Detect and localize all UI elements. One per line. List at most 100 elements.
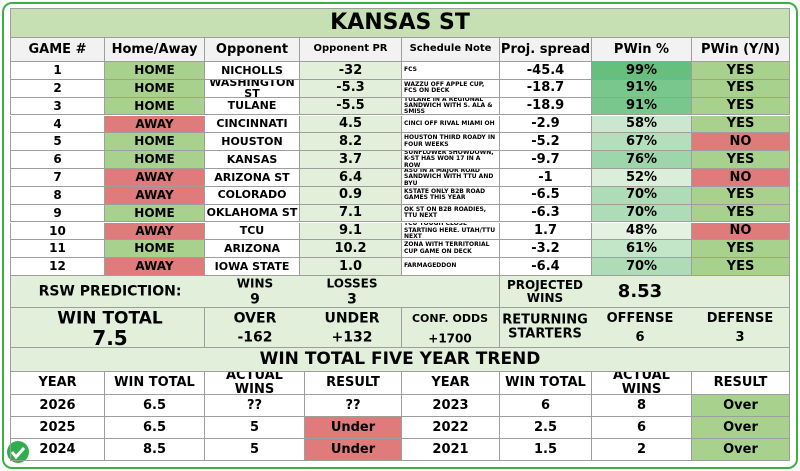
schedule-cell: 7.1 — [300, 204, 402, 223]
trend-cell: 2025 — [10, 417, 105, 439]
projected-label: PROJECTED WINS — [506, 277, 584, 305]
schedule-cell: 1.0 — [300, 258, 402, 276]
trend-header: RESULT — [305, 372, 402, 395]
schedule-cell: 10.2 — [300, 240, 402, 259]
schedule-cell: COLORADO — [205, 186, 300, 205]
schedule-cell: 61% — [592, 240, 692, 259]
trend-cell: 6.5 — [105, 417, 205, 439]
trend-cell: 2026 — [10, 395, 105, 417]
trend-cell: ?? — [205, 395, 305, 417]
prediction-label: RSW PREDICTION: — [38, 283, 182, 300]
losses: 3 — [347, 291, 357, 308]
header-cell: Opponent PR — [300, 38, 402, 62]
schedule-cell: HOME — [105, 151, 205, 169]
header-cell: PWin % — [592, 38, 692, 62]
schedule-cell: AWAY — [105, 169, 205, 187]
trend-cell: Over — [692, 417, 790, 439]
schedule-cell: YES — [692, 240, 790, 259]
trend-cell: 2024 — [10, 439, 105, 461]
trend-header: ACTUAL WINS — [592, 372, 692, 395]
trend-cell: Under — [305, 417, 402, 439]
trend-title: WIN TOTAL FIVE YEAR TREND — [10, 348, 790, 372]
trend-header: WIN TOTAL — [500, 372, 592, 395]
odds-block — [402, 308, 500, 348]
schedule-cell: 6 — [10, 151, 105, 169]
schedule-cell: 52% — [592, 169, 692, 187]
offense-label: OFFENSE — [606, 310, 674, 326]
trend-cell: 6 — [500, 395, 592, 417]
schedule-cell: IOWA STATE — [205, 258, 300, 276]
schedule-cell: 11 — [10, 240, 105, 259]
schedule-cell: 1.7 — [500, 222, 592, 241]
schedule-cell: NO — [692, 222, 790, 241]
schedule-cell: YES — [692, 186, 790, 205]
header-cell: PWin (Y/N) — [692, 38, 790, 62]
defense-label: DEFENSE — [706, 310, 774, 326]
schedule-cell: 91% — [592, 79, 692, 98]
odds-block — [205, 308, 402, 348]
trend-cell: Over — [692, 395, 790, 417]
schedule-cell: CINCI OFF RIVAL MIAMI OH — [402, 115, 500, 134]
schedule-cell: 3 — [10, 97, 105, 116]
trend-cell: 8 — [592, 395, 692, 417]
schedule-cell: -6.5 — [500, 186, 592, 205]
schedule-cell: -6.3 — [500, 204, 592, 223]
schedule-cell: HOME — [105, 133, 205, 152]
schedule-cell: YES — [692, 258, 790, 276]
schedule-cell: -18.7 — [500, 79, 592, 98]
schedule-cell: KSTATE ONLY B2B ROAD GAMES THIS YEAR — [402, 186, 500, 205]
trend-cell: 2021 — [402, 439, 500, 461]
schedule-cell: -3.2 — [500, 240, 592, 259]
schedule-cell: -9.7 — [500, 151, 592, 169]
trend-header: YEAR — [402, 372, 500, 395]
schedule-cell: FCS — [402, 62, 500, 80]
projected-wins: 8.53 — [617, 281, 663, 303]
schedule-cell: 67% — [592, 133, 692, 152]
under: +132 — [331, 329, 373, 346]
schedule-cell: HOME — [105, 240, 205, 259]
trend-header: YEAR — [10, 372, 105, 395]
win-total-label: WIN TOTAL — [57, 308, 163, 329]
odds-block — [500, 308, 790, 348]
win-total: 7.5 — [92, 326, 128, 350]
schedule-cell: HOME — [105, 79, 205, 98]
schedule-cell: 1 — [10, 62, 105, 80]
prediction-block — [10, 276, 500, 308]
schedule-cell: 76% — [592, 151, 692, 169]
title: KANSAS ST — [10, 8, 790, 38]
header-cell: Proj. spread — [500, 38, 592, 62]
schedule-cell: 4 — [10, 115, 105, 134]
over: -162 — [237, 329, 273, 346]
schedule-cell: TULANE — [205, 97, 300, 116]
schedule-cell: -45.4 — [500, 62, 592, 80]
trend-cell: 2.5 — [500, 417, 592, 439]
schedule-cell: HOME — [105, 62, 205, 80]
trend-cell: ?? — [305, 395, 402, 417]
schedule-cell: 2 — [10, 79, 105, 98]
schedule-cell: -5.5 — [300, 97, 402, 116]
schedule-cell: NO — [692, 169, 790, 187]
schedule-cell: -18.9 — [500, 97, 592, 116]
schedule-cell: KANSAS — [205, 151, 300, 169]
returning-label: RETURNING STARTERS — [502, 312, 588, 342]
schedule-cell: -1 — [500, 169, 592, 187]
schedule-cell: AWAY — [105, 258, 205, 276]
schedule-cell: -32 — [300, 62, 402, 80]
trend-cell: 2 — [592, 439, 692, 461]
schedule-cell: WASHINGTON ST — [205, 79, 300, 98]
over-label: OVER — [233, 310, 277, 327]
conf-label: CONF. ODDS — [411, 311, 489, 325]
wins-label: WINS — [236, 276, 274, 291]
schedule-cell: 3.7 — [300, 151, 402, 169]
schedule-cell: 10 — [10, 222, 105, 241]
trend-cell: 2022 — [402, 417, 500, 439]
schedule-cell: YES — [692, 151, 790, 169]
schedule-cell: 70% — [592, 204, 692, 223]
schedule-cell: ASU IN A MAJOR ROAD SANDWICH WITH TTU AN… — [402, 169, 500, 187]
header-cell: Home/Away — [105, 38, 205, 62]
schedule-cell: ZONA WITH TERRITORIAL CUP GAME ON DECK — [402, 240, 500, 259]
schedule-cell: 9 — [10, 204, 105, 223]
